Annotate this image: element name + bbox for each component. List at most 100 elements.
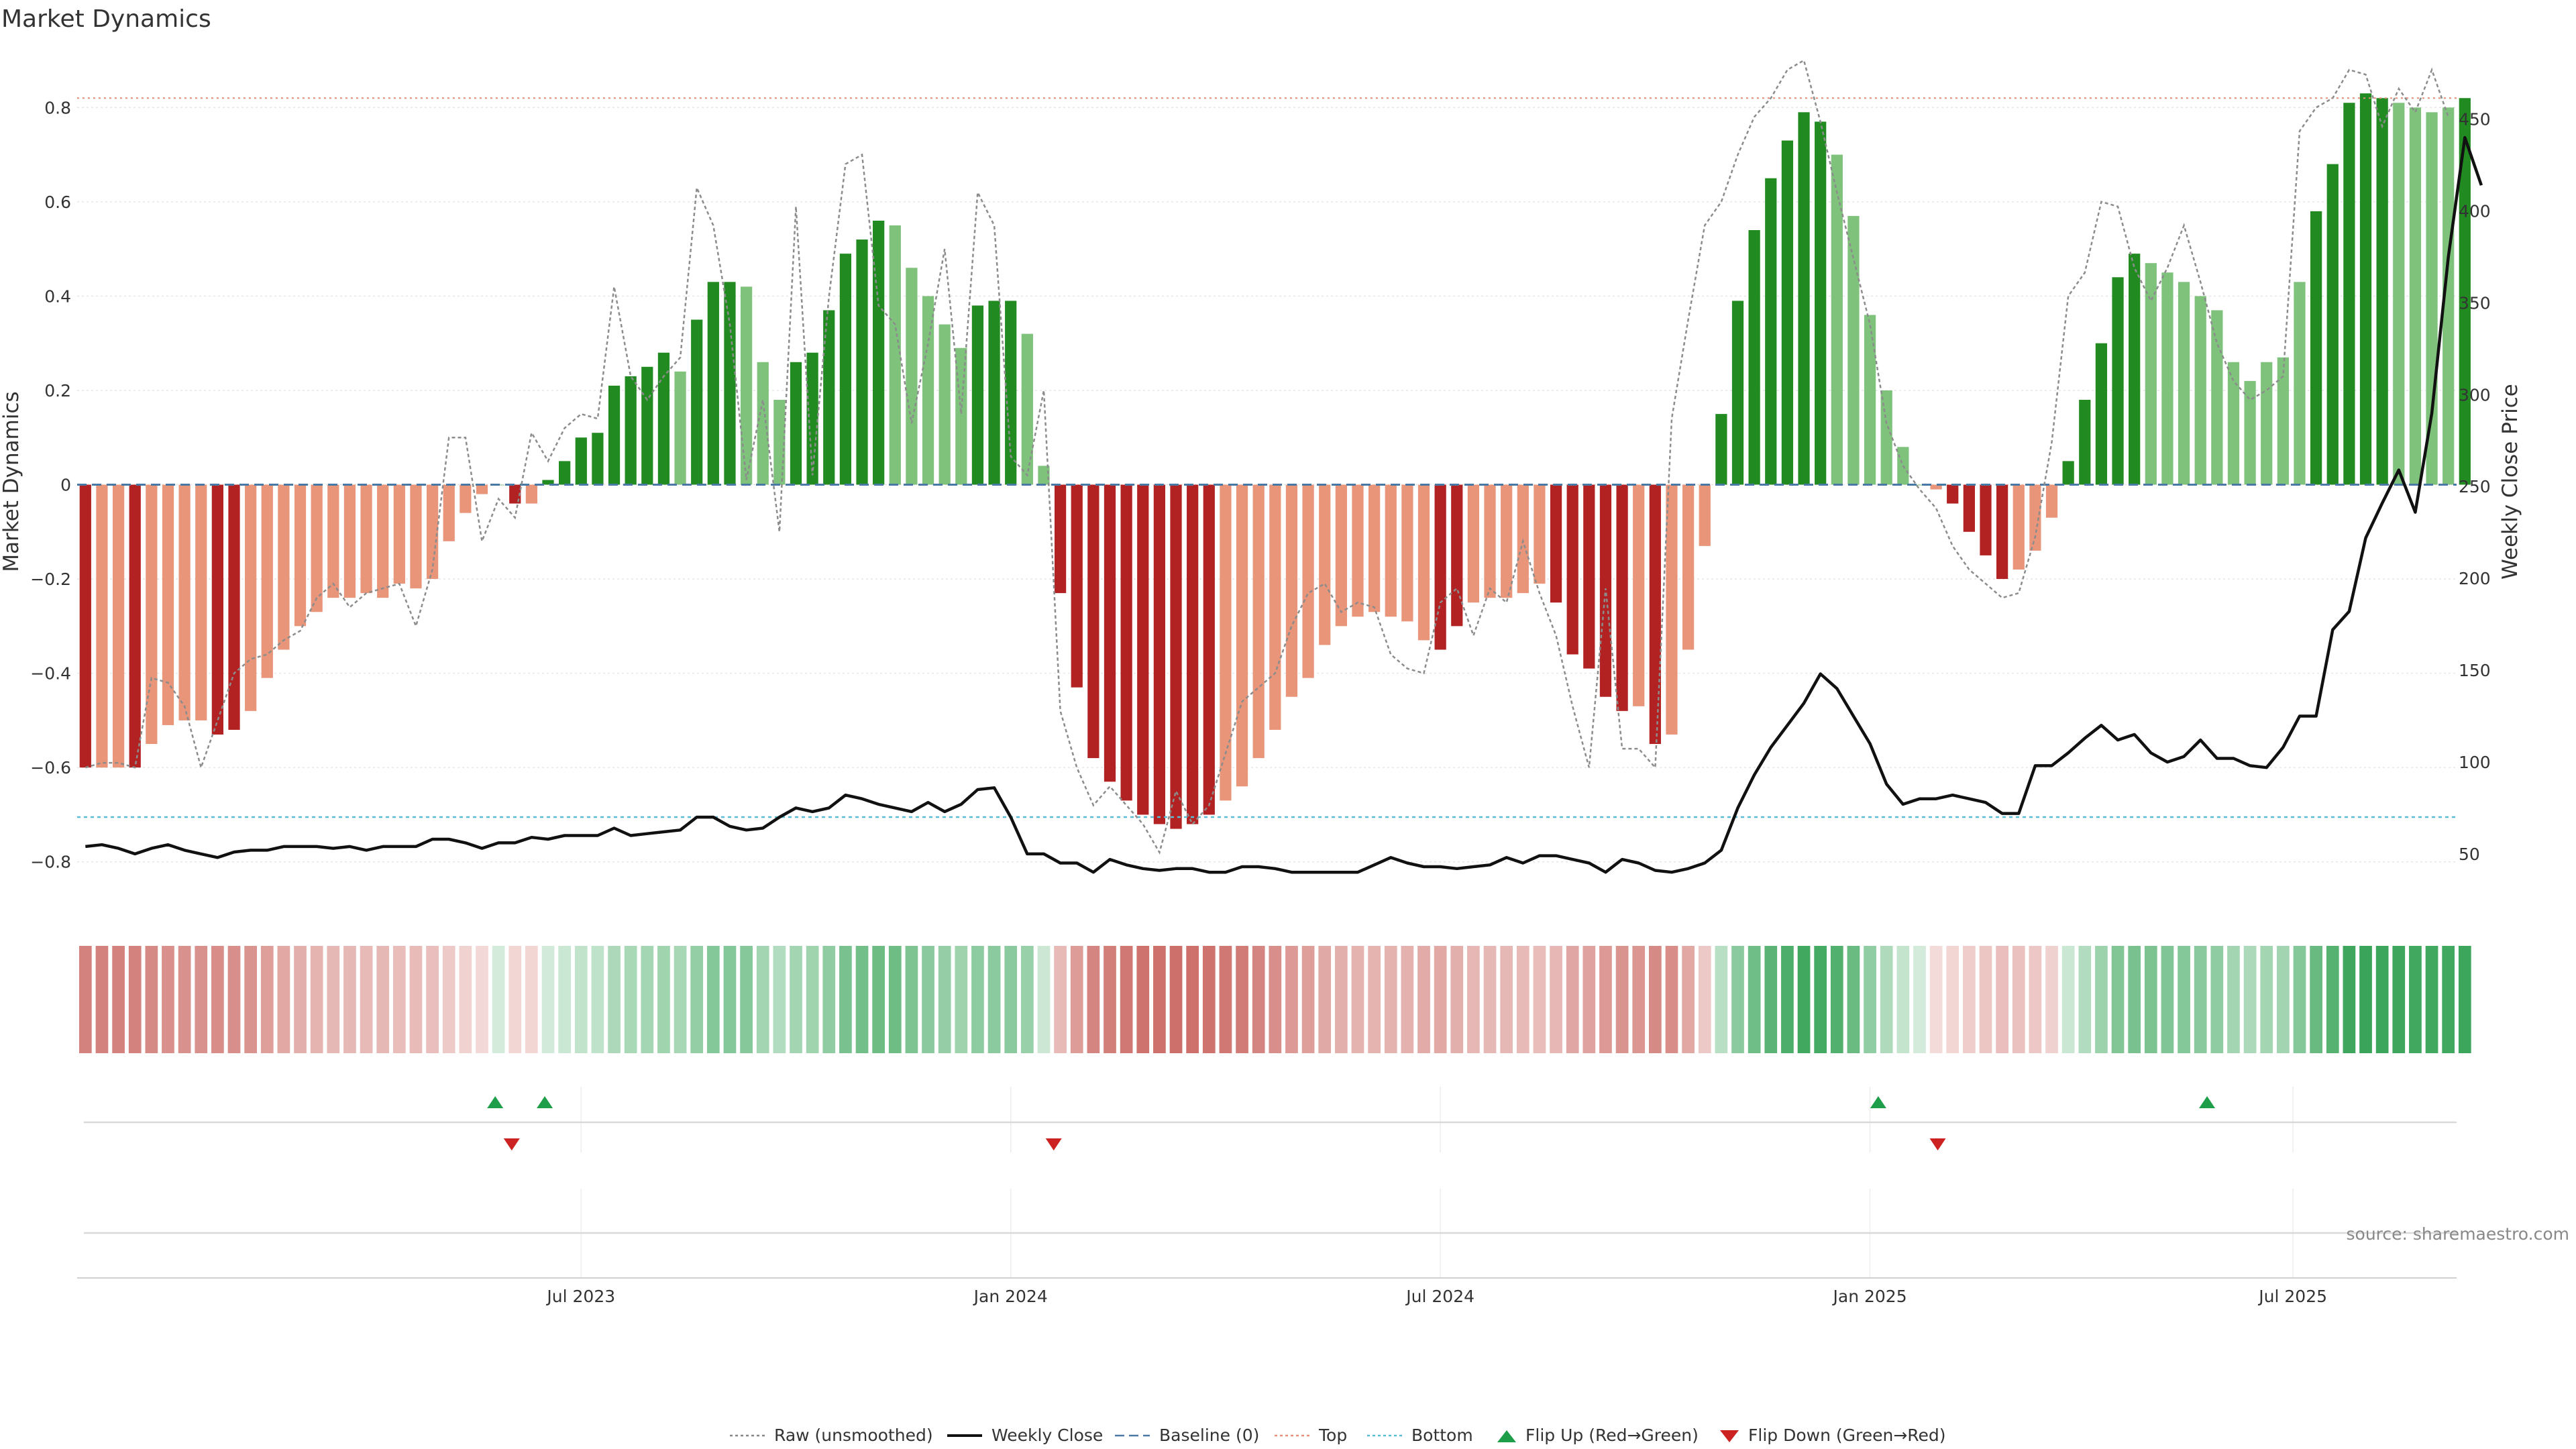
legend-item: Raw (unsmoothed)	[730, 1426, 933, 1445]
momentum-bar	[112, 484, 125, 768]
heat-cell	[1615, 946, 1629, 1053]
reference-lines	[77, 97, 2457, 818]
right-tick-label: 200	[2459, 569, 2491, 588]
heat-cell	[1847, 946, 1860, 1053]
heat-cell	[1929, 946, 1943, 1053]
heat-cell	[740, 946, 753, 1053]
momentum-bar	[1269, 484, 1281, 730]
heat-cell	[2095, 946, 2108, 1053]
heat-cell	[1797, 946, 1811, 1053]
momentum-bar	[988, 301, 1000, 485]
right-tick-label: 400	[2459, 202, 2491, 221]
heat-cell	[1715, 946, 1728, 1053]
heat-cell	[327, 946, 340, 1053]
right-tick-label: 250	[2459, 477, 2491, 496]
momentum-bar	[2129, 254, 2141, 485]
momentum-bar	[592, 433, 604, 485]
momentum-bar	[2095, 343, 2108, 485]
flip-up-marker	[1870, 1096, 1886, 1108]
heat-cell	[905, 946, 918, 1053]
momentum-bar	[608, 385, 621, 485]
momentum-bar	[922, 296, 934, 485]
heat-cell	[1648, 946, 1662, 1053]
heat-cell	[1285, 946, 1298, 1053]
heat-cell	[2012, 946, 2025, 1053]
momentum-bar	[2393, 103, 2405, 485]
heat-cell	[392, 946, 406, 1053]
momentum-bar	[261, 484, 273, 678]
legend-label: Raw (unsmoothed)	[774, 1426, 933, 1445]
momentum-bar	[1847, 215, 1860, 485]
heat-cell	[508, 946, 522, 1053]
heat-cell	[1483, 946, 1497, 1053]
heat-cell	[195, 946, 208, 1053]
momentum-bar	[410, 484, 422, 589]
flip-up-marker	[2199, 1096, 2216, 1108]
momentum-bar	[1815, 121, 1827, 485]
momentum-bar	[2012, 484, 2025, 570]
triangle-up-icon	[1497, 1430, 1516, 1442]
momentum-bar	[1864, 315, 1876, 485]
heat-cell	[1434, 946, 1447, 1053]
heat-cell	[790, 946, 802, 1053]
heat-cell	[839, 946, 852, 1053]
legend-item: Baseline (0)	[1115, 1426, 1259, 1445]
heat-cell	[1401, 946, 1414, 1053]
heat-strip	[78, 946, 2471, 1053]
heat-cell	[1070, 946, 1083, 1053]
heat-cell	[1153, 946, 1166, 1053]
heat-cell	[1450, 946, 1464, 1053]
momentum-bar	[625, 376, 637, 485]
heat-cell	[1516, 946, 1529, 1053]
momentum-bar	[674, 371, 686, 485]
momentum-bar	[1467, 484, 1480, 603]
momentum-bar	[1153, 484, 1166, 824]
momentum-bar	[2277, 357, 2289, 485]
triangle-down-icon	[1720, 1430, 1739, 1442]
momentum-bar	[1071, 484, 1083, 688]
heat-cell	[310, 946, 323, 1053]
heat-cell	[1004, 946, 1018, 1053]
heat-cell	[2310, 946, 2322, 1053]
right-axis-ticks: 50 100 150 200 250 300 350 400 450	[2459, 110, 2491, 864]
momentum-bar	[757, 362, 769, 485]
heat-cell	[211, 946, 224, 1053]
heat-cell	[1384, 946, 1397, 1053]
heat-cell	[442, 946, 455, 1053]
left-tick-label: −0.8	[30, 853, 71, 872]
heat-cell	[855, 946, 869, 1053]
heat-cell	[706, 946, 720, 1053]
momentum-bar	[1187, 484, 1199, 824]
momentum-bar	[1731, 301, 1744, 485]
heat-cell	[1682, 946, 1695, 1053]
heat-cell	[558, 946, 572, 1053]
right-tick-label: 350	[2459, 293, 2491, 313]
series-lines	[85, 59, 2483, 874]
momentum-bar	[178, 484, 191, 720]
heat-cell	[2029, 946, 2042, 1053]
momentum-bar	[1021, 333, 1033, 485]
heat-cell	[1054, 946, 1067, 1053]
momentum-bar	[1434, 484, 1446, 650]
left-tick-label: 0.2	[44, 381, 71, 400]
momentum-bar	[1501, 484, 1513, 598]
momentum-bar	[575, 437, 587, 485]
legend-item: Flip Down (Green→Red)	[1720, 1426, 1946, 1445]
heat-cell	[2409, 946, 2422, 1053]
heat-cell	[1500, 946, 1513, 1053]
momentum-bar	[1352, 484, 1364, 617]
momentum-bar	[2459, 98, 2471, 485]
momentum-bar	[1038, 466, 1050, 485]
heat-cell	[922, 946, 934, 1053]
heat-cell	[756, 946, 769, 1053]
momentum-bar	[2409, 107, 2422, 485]
heat-cell	[690, 946, 704, 1053]
momentum-bar	[1005, 301, 1017, 485]
heat-cell	[1236, 946, 1248, 1053]
momentum-bar	[228, 484, 240, 730]
momentum-bar	[2294, 282, 2306, 485]
heat-cell	[1781, 946, 1794, 1053]
momentum-bar	[1484, 484, 1496, 598]
heat-cell	[1550, 946, 1562, 1053]
